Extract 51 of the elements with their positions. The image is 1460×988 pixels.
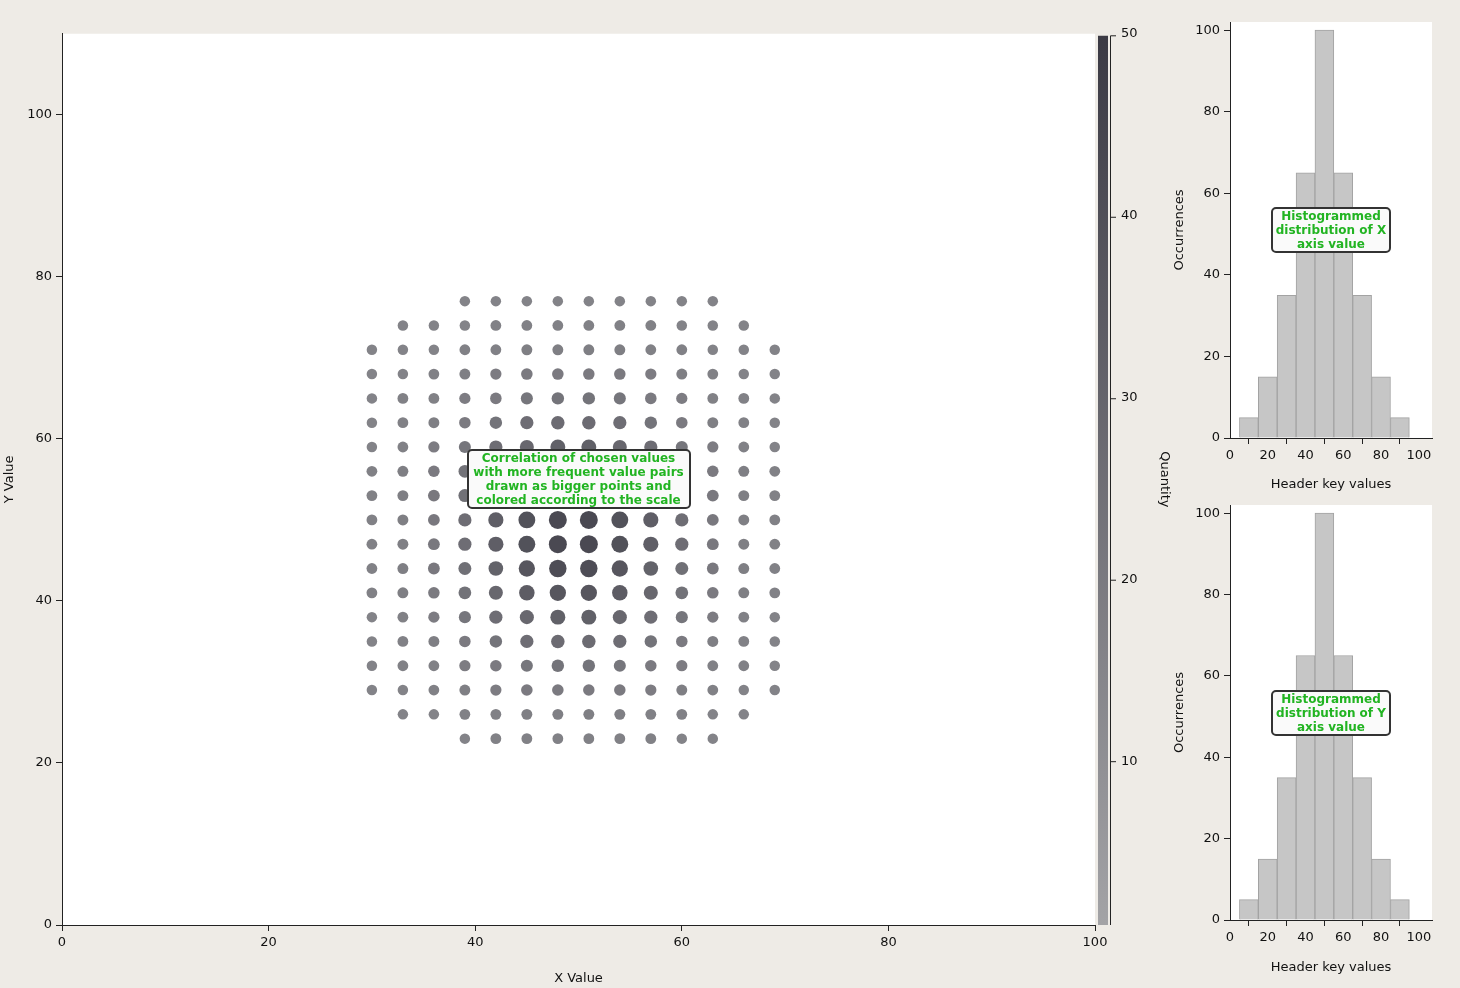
- color-bar-title: Quantity: [1157, 451, 1173, 508]
- x-tick-label: 60: [1335, 929, 1352, 945]
- x-tick-label: 60: [1335, 447, 1352, 463]
- x-axis-title: Header key values: [1270, 958, 1392, 974]
- x-tick-label: 80: [880, 934, 897, 950]
- y-tick-label: 0: [43, 916, 52, 932]
- y-tick-label: 40: [1203, 748, 1220, 764]
- color-bar-label: 10: [1121, 752, 1138, 768]
- annotation: Histogrammed distribution of X axis value: [1271, 207, 1391, 253]
- y-tick-label: 60: [1203, 667, 1220, 683]
- x-axis-title: X Value: [554, 969, 603, 985]
- y-tick-label: 40: [35, 592, 52, 608]
- x-tick-label: 0: [57, 934, 67, 950]
- x-tick-label: 0: [1225, 447, 1235, 463]
- y-tick-label: 80: [1203, 103, 1220, 119]
- annotation: Histogrammed distribution of Y axis value: [1271, 689, 1391, 736]
- y-tick-label: 60: [35, 430, 52, 446]
- x-tick-label: 100: [1406, 447, 1432, 463]
- x-tick-label: 60: [673, 934, 691, 950]
- y-tick-label: 100: [1195, 21, 1220, 37]
- x-axis-title: Header key values: [1270, 475, 1392, 491]
- x-tick-label: 80: [1372, 929, 1390, 945]
- y-tick-label: 20: [1203, 830, 1220, 845]
- y-tick-label: 20: [1203, 347, 1220, 363]
- y-tick-label: 40: [1203, 266, 1220, 282]
- y-tick-label: 80: [35, 268, 52, 284]
- x-tick-label: 20: [1259, 929, 1277, 945]
- color-bar-label: 50: [1121, 25, 1138, 41]
- annotation: Correlation of chosen values with more frequent value pairs drawn as bigger points and colored according to the scale: [466, 449, 691, 510]
- x-tick-label: 20: [1259, 447, 1277, 463]
- y-tick-label: 100: [1195, 504, 1220, 520]
- y-tick-label: 80: [1203, 585, 1220, 601]
- y-axis-title: Y Value: [1, 455, 17, 505]
- y-axis-title: Occurrences: [1171, 189, 1187, 271]
- y-axis-title: Occurrences: [1171, 671, 1187, 754]
- y-tick-label: 100: [27, 106, 52, 122]
- color-bar-label: 40: [1121, 207, 1138, 223]
- x-tick-label: 40: [466, 934, 484, 950]
- x-tick-label: 40: [1297, 447, 1314, 463]
- x-tick-label: 0: [1225, 929, 1235, 945]
- y-tick-label: 60: [1203, 184, 1220, 200]
- x-tick-label: 100: [1082, 934, 1108, 950]
- x-tick-label: 100: [1406, 929, 1432, 945]
- x-tick-label: 80: [1372, 447, 1390, 463]
- y-tick-label: 20: [35, 754, 52, 770]
- x-tick-label: 40: [1297, 929, 1314, 945]
- x-tick-label: 20: [260, 934, 277, 950]
- color-bar-label: 20: [1121, 570, 1138, 586]
- y-tick-label: 0: [1211, 429, 1220, 445]
- color-bar-label: 30: [1121, 388, 1138, 404]
- y-tick-label: 0: [1211, 911, 1220, 927]
